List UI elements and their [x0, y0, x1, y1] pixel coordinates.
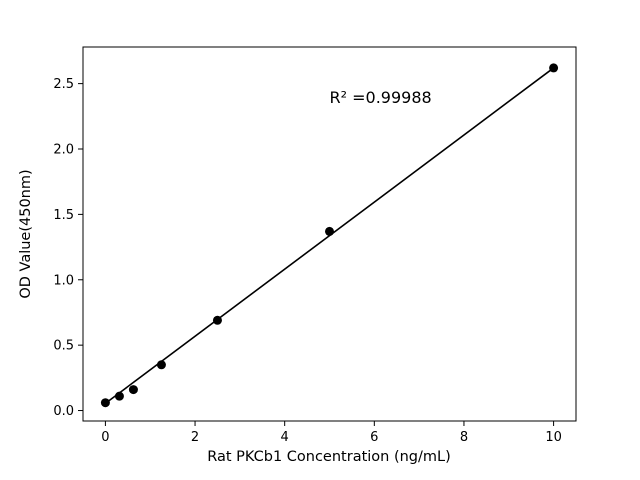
- y-tick-label: 1.5: [53, 208, 74, 223]
- data-point-marker: [100, 398, 110, 408]
- data-point-marker: [325, 226, 334, 236]
- y-tick-label: 0.0: [53, 404, 74, 419]
- x-tick-label: 0: [101, 430, 109, 445]
- x-tick-label: 6: [370, 430, 378, 445]
- x-tick-label: 4: [281, 430, 289, 445]
- plot-area: 0 2 4 6 8 10 0.0 0.5 1.0 1.5 2.0 2.5: [53, 46, 577, 445]
- data-point-marker: [212, 315, 222, 325]
- y-tick-label: 2.5: [53, 77, 74, 92]
- data-point-marker: [128, 385, 138, 395]
- data-point-marker: [114, 391, 124, 401]
- y-tick-label: 1.0: [53, 273, 74, 288]
- x-axis-label: Rat PKCb1 Concentration (ng/mL): [207, 449, 451, 465]
- axes-spines: [82, 46, 577, 422]
- x-tick-label: 10: [545, 430, 562, 445]
- data-point-marker: [549, 63, 559, 73]
- x-tick-label: 8: [460, 430, 468, 445]
- y-axis-label: OD Value(450nm): [18, 169, 34, 298]
- x-tick-label: 2: [191, 430, 199, 445]
- y-tick-label: 2.0: [53, 143, 74, 158]
- y-tick-label: 0.5: [53, 339, 74, 354]
- r-squared-annotation: R² =0.99988: [330, 88, 432, 107]
- data-point-marker: [156, 360, 166, 370]
